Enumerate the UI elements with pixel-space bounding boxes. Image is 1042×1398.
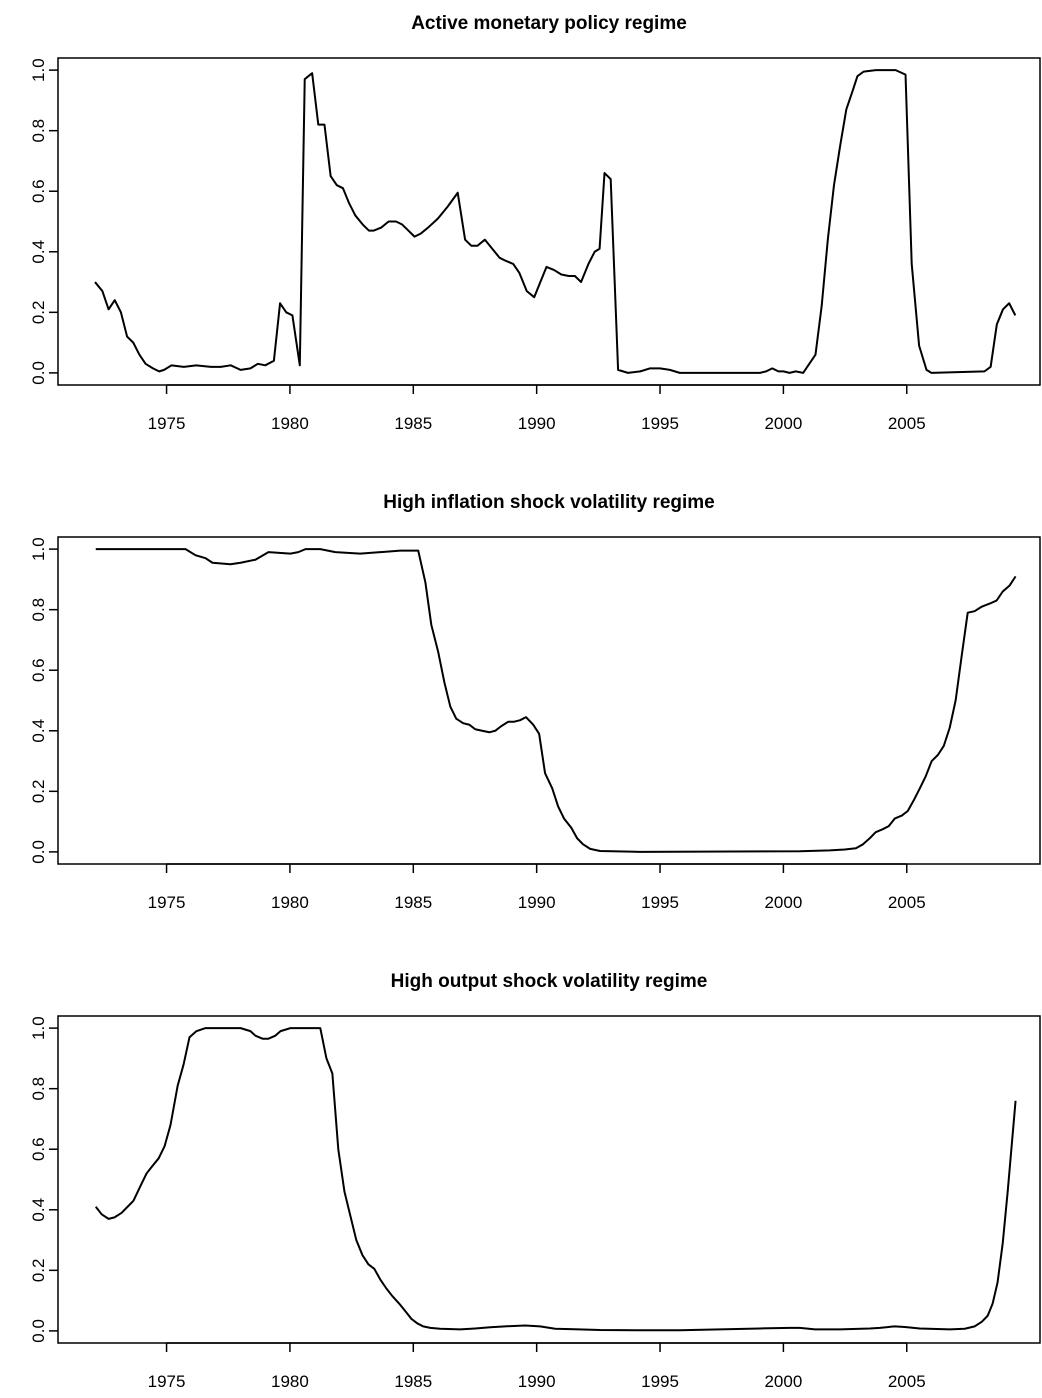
y-tick-label: 0.6 xyxy=(29,179,48,203)
chart-title: High inflation shock volatility regime xyxy=(383,492,715,513)
x-tick-label: 2005 xyxy=(888,893,926,912)
line-series xyxy=(94,69,1017,374)
chart-title: High output shock volatility regime xyxy=(391,971,708,992)
y-tick-label: 0.2 xyxy=(29,780,48,804)
x-tick-label: 2005 xyxy=(888,1372,926,1391)
x-tick-label: 2000 xyxy=(764,1372,802,1391)
y-tick-label: 1.0 xyxy=(29,58,48,82)
x-tick-label: 1980 xyxy=(271,414,309,433)
x-tick-label: 1990 xyxy=(518,893,556,912)
chart-title: Active monetary policy regime xyxy=(411,13,687,34)
x-tick-label: 2000 xyxy=(764,893,802,912)
x-tick-label: 1975 xyxy=(148,1372,186,1391)
y-tick-label: 0.0 xyxy=(29,840,48,864)
line-series xyxy=(95,548,1017,853)
y-tick-label: 1.0 xyxy=(29,1016,48,1040)
y-tick-label: 0.0 xyxy=(29,1319,48,1343)
x-tick-label: 1980 xyxy=(271,893,309,912)
y-tick-label: 0.6 xyxy=(29,658,48,682)
x-tick-label: 1985 xyxy=(394,414,432,433)
x-tick-label: 1995 xyxy=(641,1372,679,1391)
x-tick-label: 1990 xyxy=(518,414,556,433)
y-tick-label: 1.0 xyxy=(29,537,48,561)
x-tick-label: 1995 xyxy=(641,414,679,433)
y-tick-label: 0.8 xyxy=(29,1077,48,1101)
plot-frame xyxy=(57,536,1041,865)
y-tick-label: 0.8 xyxy=(29,598,48,622)
x-tick-label: 1985 xyxy=(394,893,432,912)
y-tick-label: 0.4 xyxy=(29,719,48,743)
x-tick-label: 1990 xyxy=(518,1372,556,1391)
y-tick-label: 0.8 xyxy=(29,119,48,143)
x-tick-label: 1975 xyxy=(148,414,186,433)
x-tick-label: 2005 xyxy=(888,414,926,433)
y-tick-label: 0.2 xyxy=(29,301,48,325)
y-tick-label: 0.4 xyxy=(29,1198,48,1222)
x-tick-label: 1995 xyxy=(641,893,679,912)
y-tick-label: 0.2 xyxy=(29,1259,48,1283)
x-tick-label: 2000 xyxy=(764,414,802,433)
y-tick-label: 0.4 xyxy=(29,240,48,264)
line-series xyxy=(94,1027,1017,1332)
y-tick-label: 0.0 xyxy=(29,361,48,385)
plot-frame xyxy=(57,1015,1041,1344)
plot-frame xyxy=(57,57,1041,386)
x-tick-label: 1975 xyxy=(148,893,186,912)
x-tick-label: 1980 xyxy=(271,1372,309,1391)
y-tick-label: 0.6 xyxy=(29,1137,48,1161)
x-tick-label: 1985 xyxy=(394,1372,432,1391)
